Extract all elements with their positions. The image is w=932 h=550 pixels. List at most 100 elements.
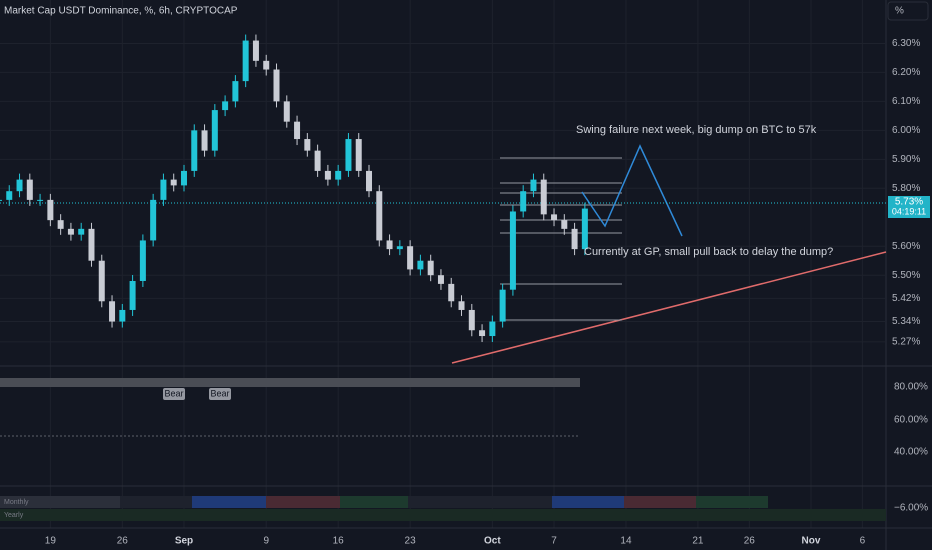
candle-body: [345, 139, 352, 171]
candle-body: [98, 260, 105, 302]
y-tick-label: 5.80%: [892, 183, 920, 194]
candle-body: [294, 121, 301, 140]
last-price: 5.73%: [895, 197, 923, 208]
candle-body: [139, 240, 146, 281]
strip-cell: [192, 496, 266, 508]
strip-cell: [0, 509, 886, 521]
y-tick-label: 5.90%: [892, 154, 920, 165]
candle-body: [407, 246, 414, 270]
candle-body: [376, 191, 383, 241]
indicator-tick: 80.00%: [894, 382, 928, 393]
candle-body: [78, 228, 85, 235]
candle-body: [396, 246, 403, 250]
indicator-tick: 40.00%: [894, 447, 928, 458]
y-tick-label: 6.00%: [892, 125, 920, 136]
candle-body: [335, 170, 342, 180]
strip-cell: [266, 496, 340, 508]
strip-cell: [696, 496, 768, 508]
candle-body: [520, 191, 527, 212]
candle-body: [252, 40, 259, 61]
candle-body: [304, 139, 311, 151]
candle-body: [37, 199, 44, 201]
candle-body: [366, 170, 373, 192]
projection-arrow: [581, 144, 683, 237]
strip-cell: [552, 496, 624, 508]
signal-label: Bear: [164, 388, 183, 398]
candle-body: [263, 60, 270, 70]
candle-body: [119, 309, 126, 322]
candle-body: [88, 228, 95, 261]
indicator-band: [0, 378, 580, 387]
strip-cell: [408, 496, 552, 508]
strip-cell: [120, 496, 192, 508]
x-tick-label: Oct: [484, 536, 501, 547]
signal-badge: [163, 388, 185, 400]
candle-body: [201, 130, 208, 151]
x-tick-label: 26: [117, 536, 129, 547]
candle-body: [6, 191, 13, 200]
chart-title: Market Cap USDT Dominance, %, 6h, CRYPTO…: [4, 6, 238, 17]
candle-body: [67, 228, 74, 235]
annotation: Currently at GP, small pull back to dela…: [584, 246, 833, 258]
x-tick-label: 14: [620, 536, 632, 547]
candle-body: [283, 101, 290, 122]
candle-body: [458, 301, 465, 310]
candle-body: [468, 309, 475, 331]
signal-badge: [209, 388, 231, 400]
candle-body: [530, 179, 537, 192]
signal-label: Bear: [210, 388, 229, 398]
candle-body: [551, 214, 558, 221]
strip-cell: [340, 496, 408, 508]
y-tick-label: 5.27%: [892, 336, 920, 347]
candle-body: [540, 179, 547, 215]
x-tick-label: 26: [744, 536, 756, 547]
strip-cell: [0, 496, 120, 508]
candle-body: [314, 150, 321, 171]
x-tick-label: 21: [692, 536, 704, 547]
candle-body: [160, 179, 167, 200]
last-price-tag: [888, 196, 930, 218]
x-tick-label: 9: [263, 536, 269, 547]
annotation: Swing failure next week, big dump on BTC…: [576, 124, 817, 136]
candle-body: [150, 199, 157, 241]
candle-body: [509, 211, 516, 290]
x-tick-label: Nov: [802, 536, 821, 547]
indicator-tick: 60.00%: [894, 415, 928, 426]
candle-body: [109, 301, 116, 322]
candles: [0, 34, 588, 343]
candle-body: [57, 220, 64, 229]
grid: [0, 0, 885, 528]
candle-body: [47, 199, 54, 221]
candle-body: [242, 40, 249, 82]
x-tick-label: 19: [45, 536, 57, 547]
y-tick-label: 6.30%: [892, 38, 920, 49]
candle-body: [26, 179, 33, 200]
candle-body: [417, 260, 424, 270]
candle-body: [561, 220, 568, 229]
candle-body: [222, 101, 229, 111]
candle-body: [571, 228, 578, 250]
y-tick-label: 5.42%: [892, 293, 920, 304]
candle-body: [581, 208, 588, 250]
candle-body: [386, 240, 393, 250]
candle-body: [170, 179, 177, 186]
x-tick-label: 16: [333, 536, 345, 547]
candle-body: [273, 69, 280, 102]
x-tick-label: 23: [405, 536, 417, 547]
scale-button[interactable]: [887, 1, 929, 21]
scale-button-label[interactable]: %: [895, 6, 904, 17]
y-tick-label: 5.34%: [892, 316, 920, 327]
y-tick-label: 5.60%: [892, 241, 920, 252]
strip-cell: [624, 496, 696, 508]
candle-body: [499, 289, 506, 322]
candle-body: [180, 170, 187, 186]
y-tick-label: 5.50%: [892, 270, 920, 281]
candle-body: [129, 280, 136, 310]
y-tick-label: 6.20%: [892, 67, 920, 78]
x-tick-label: 6: [860, 536, 866, 547]
y-tick-label: 6.10%: [892, 96, 920, 107]
candle-body: [16, 179, 23, 192]
candle-body: [211, 110, 218, 151]
candle-body: [355, 139, 362, 171]
